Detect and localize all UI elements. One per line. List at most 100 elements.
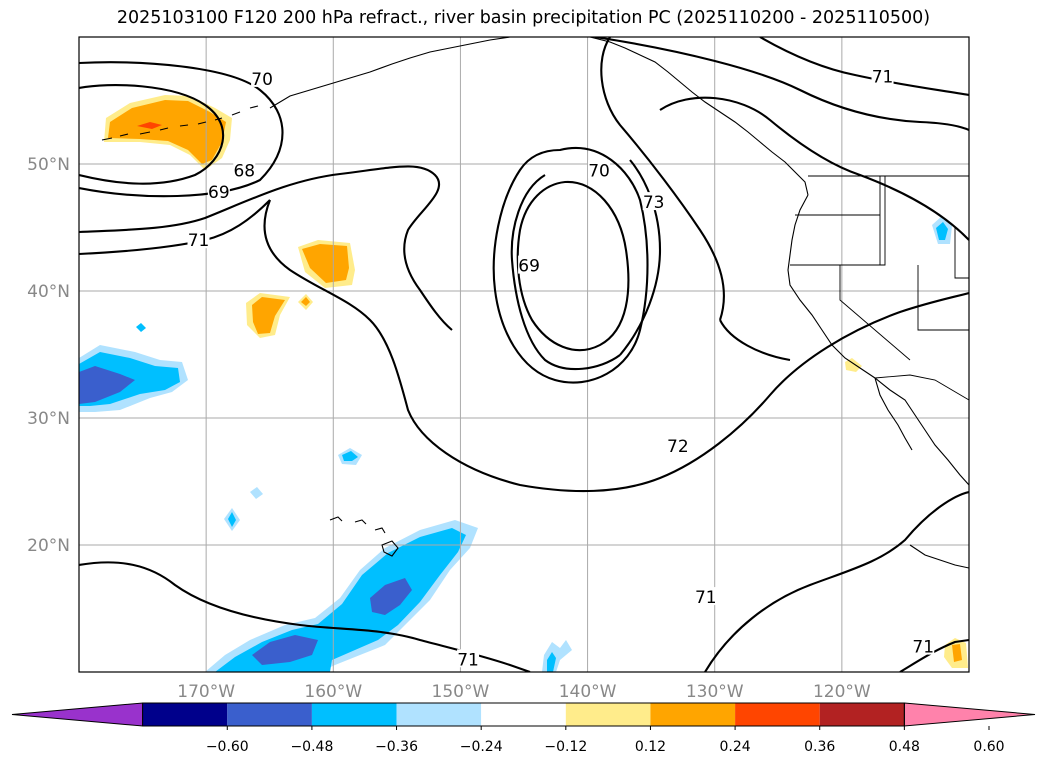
colorbar-tick-label: −0.12 xyxy=(544,739,587,755)
refractivity-contours xyxy=(79,37,969,672)
precip-negative-area xyxy=(370,578,412,615)
contour-label-background xyxy=(588,160,611,179)
state-border xyxy=(790,176,886,266)
contour-label-background xyxy=(912,636,935,655)
longitude-tick-label: 150°W xyxy=(432,682,490,702)
contour-line xyxy=(79,561,531,672)
coastlines xyxy=(101,37,969,569)
contour-line xyxy=(759,37,969,97)
contour-value-label: 71 xyxy=(912,638,934,658)
latitude-tick-label: 30°N xyxy=(27,409,70,429)
colorbar-tick-label: −0.60 xyxy=(206,739,249,755)
contour-line xyxy=(79,199,271,256)
contour-label-background xyxy=(666,435,689,454)
map-frame xyxy=(78,36,970,673)
latitude-labels: 50°N 40°N 30°N 20°N xyxy=(27,155,70,556)
colorbar-tick-label: 0.36 xyxy=(804,739,835,755)
colorbar-segment xyxy=(227,703,312,726)
precip-positive-area xyxy=(301,297,310,306)
longitude-labels: 170°W 160°W 150°W 140°W 130°W 120°W xyxy=(177,682,871,702)
colorbar-tick-label: 0.48 xyxy=(889,739,920,755)
longitude-tick-label: 160°W xyxy=(304,682,362,702)
hawaii-islands xyxy=(329,516,399,557)
political-borders xyxy=(790,175,969,401)
contour-label-background xyxy=(518,255,541,274)
contour-label-background xyxy=(251,68,274,87)
colorbar-tick-label: −0.36 xyxy=(375,739,418,755)
contour-label-background xyxy=(457,649,480,668)
contour-label-background xyxy=(187,230,210,249)
colorbar-tick-label: 0.60 xyxy=(973,739,1004,755)
us-west-coastline xyxy=(787,194,969,486)
colorbar-tick-label: 0.12 xyxy=(635,739,666,755)
contour-line xyxy=(79,165,453,331)
colorbar-tick-label: −0.24 xyxy=(460,739,503,755)
colorbar-segment xyxy=(481,703,566,726)
precip-positive-area xyxy=(302,244,349,283)
colorbar-segment xyxy=(311,703,397,726)
longitude-tick-label: 120°W xyxy=(813,682,871,702)
contour-label-background xyxy=(871,66,894,85)
colorbar-tick-label: −0.48 xyxy=(290,739,333,755)
precip-negative-area xyxy=(228,512,236,527)
contour-line xyxy=(619,159,662,356)
contour-label-background xyxy=(694,587,717,606)
contour-value-label: 70 xyxy=(588,161,610,181)
precip-negative-area xyxy=(342,451,358,461)
bc-coastline xyxy=(589,37,809,196)
precip-negative-area xyxy=(215,528,466,672)
colorbar: −0.60 −0.48 −0.36 −0.24 −0.12 0.12 0.24 0.36 0.4… xyxy=(11,702,1036,755)
precip-negative-area xyxy=(252,635,318,665)
precip-positive-area xyxy=(108,100,226,164)
precip-positive-area xyxy=(952,644,962,662)
contour-line xyxy=(594,37,969,131)
alaska-coastline xyxy=(269,37,511,109)
contour-line xyxy=(79,61,284,198)
contour-value-label: 71 xyxy=(872,67,894,87)
precip-negative-area xyxy=(542,640,572,672)
colorbar-extend-max xyxy=(903,702,1036,727)
colorbar-segment xyxy=(735,703,820,726)
contour-line xyxy=(492,147,649,384)
mexico-coastline xyxy=(909,544,969,569)
state-border xyxy=(917,265,969,331)
contour-line xyxy=(600,37,725,321)
contour-value-label: 69 xyxy=(518,257,540,277)
precip-positive-area xyxy=(252,297,285,334)
colorbar-segment xyxy=(396,703,482,726)
precip-positive-area xyxy=(137,122,162,129)
colorbar-extend-min xyxy=(11,702,144,727)
longitude-tick-label: 170°W xyxy=(177,682,235,702)
contour-line xyxy=(263,199,969,493)
longitude-tick-label: 140°W xyxy=(559,682,617,702)
colorbar-frame xyxy=(142,702,905,727)
contour-value-label: 72 xyxy=(667,437,689,457)
precip-shading xyxy=(79,95,968,672)
colorbar-tick-label: 0.24 xyxy=(720,739,751,755)
precip-negative-area xyxy=(936,222,948,240)
precip-negative-area xyxy=(547,652,556,672)
contour-value-label: 69 xyxy=(208,183,230,203)
latitude-tick-label: 40°N xyxy=(27,282,70,302)
longitude-tick-label: 130°W xyxy=(686,682,744,702)
contour-line xyxy=(719,319,791,362)
contour-line xyxy=(516,180,630,352)
contour-label-background xyxy=(233,160,256,179)
colorbar-segment xyxy=(565,703,651,726)
precip-negative-area xyxy=(136,323,146,332)
latitude-tick-label: 20°N xyxy=(27,536,70,556)
contour-value-label: 68 xyxy=(233,161,255,181)
precip-negative-area xyxy=(79,366,135,404)
state-border xyxy=(954,226,969,279)
us-mexico-border xyxy=(874,374,969,401)
latitude-tick-label: 50°N xyxy=(27,155,70,175)
contour-label-background xyxy=(642,192,665,211)
contour-value-label: 71 xyxy=(695,588,717,608)
contour-label-background xyxy=(207,181,230,200)
contour-line xyxy=(704,490,969,672)
colorbar-segment xyxy=(142,703,228,726)
precip-positive-area xyxy=(845,358,862,372)
contour-value-label: 70 xyxy=(251,70,273,90)
